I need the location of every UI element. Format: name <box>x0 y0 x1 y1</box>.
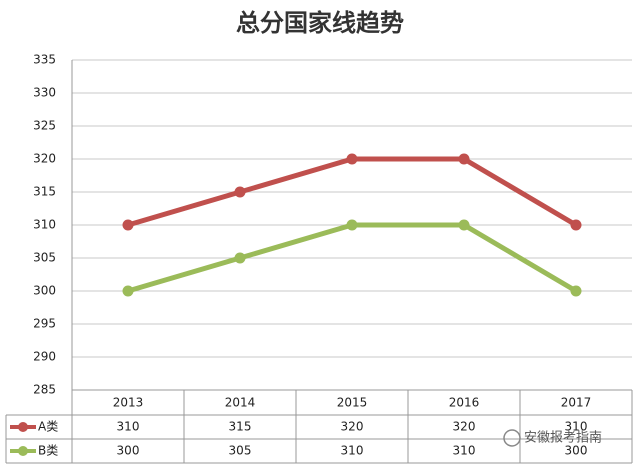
data-point <box>346 219 358 231</box>
x-tick-label: 2016 <box>449 396 480 410</box>
y-tick-label: 330 <box>33 86 56 100</box>
table-value: 305 <box>229 444 252 458</box>
data-point <box>570 219 582 231</box>
y-tick-label: 335 <box>33 53 56 67</box>
legend-label: B类 <box>38 444 58 458</box>
table-value: 310 <box>341 444 364 458</box>
y-tick-label: 285 <box>33 383 56 397</box>
data-point <box>458 219 470 231</box>
table-value: 300 <box>117 444 140 458</box>
data-point <box>234 186 246 198</box>
data-point <box>122 285 134 297</box>
data-point <box>122 219 134 231</box>
table-value: 320 <box>341 420 364 434</box>
y-tick-label: 310 <box>33 218 56 232</box>
legend-marker <box>18 422 28 432</box>
table-value: 310 <box>453 444 476 458</box>
y-tick-label: 295 <box>33 317 56 331</box>
x-tick-label: 2017 <box>561 396 592 410</box>
chart-title: 总分国家线趋势 <box>236 9 404 37</box>
y-tick-label: 315 <box>33 185 56 199</box>
x-tick-label: 2014 <box>225 396 256 410</box>
y-tick-label: 305 <box>33 251 56 265</box>
data-point <box>458 153 470 165</box>
legend-marker <box>18 446 28 456</box>
watermark: 安徽报考指南 <box>524 430 602 446</box>
legend-label: A类 <box>38 420 58 434</box>
table-value: 315 <box>229 420 252 434</box>
x-tick-label: 2015 <box>337 396 368 410</box>
y-tick-label: 325 <box>33 119 56 133</box>
table-value: 310 <box>117 420 140 434</box>
table-value: 300 <box>565 444 588 458</box>
y-tick-label: 320 <box>33 152 56 166</box>
x-tick-label: 2013 <box>113 396 144 410</box>
watermark-icon <box>503 429 521 447</box>
y-tick-label: 300 <box>33 284 56 298</box>
data-point <box>570 285 582 297</box>
table-value: 320 <box>453 420 476 434</box>
data-point <box>234 252 246 264</box>
table-value: 310 <box>565 420 588 434</box>
y-tick-label: 290 <box>33 350 56 364</box>
data-point <box>346 153 358 165</box>
